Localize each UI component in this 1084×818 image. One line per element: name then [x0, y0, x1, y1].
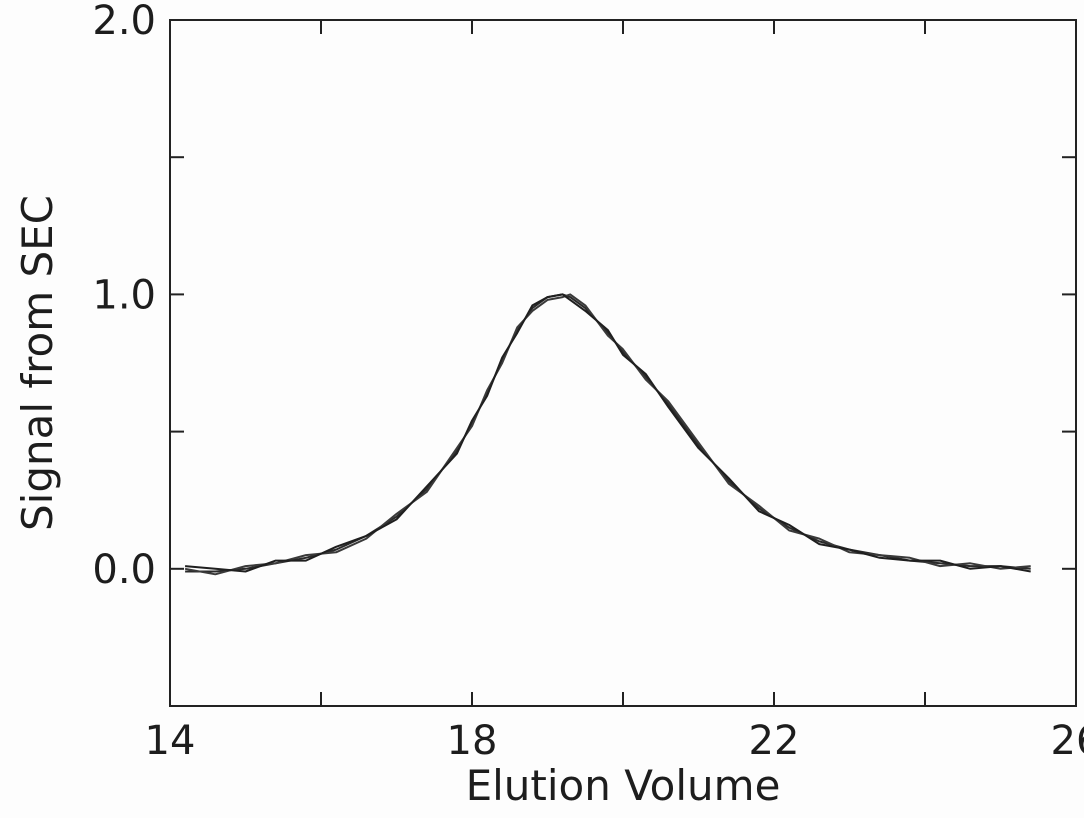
- series-layer: [184, 293, 1031, 576]
- tick-labels-layer: 14 18 22 26 0.0 1.0 2.0: [92, 0, 1084, 764]
- y-tick-label: 0.0: [92, 547, 156, 593]
- x-tick-label: 22: [749, 718, 800, 764]
- series-line-3: [185, 293, 1031, 573]
- x-axis-title: Elution Volume: [466, 761, 781, 810]
- x-tick-label: 26: [1051, 718, 1084, 764]
- y-tick-label: 2.0: [92, 0, 156, 44]
- x-tick-label: 14: [145, 718, 196, 764]
- y-tick-label: 1.0: [92, 272, 156, 318]
- x-tick-label: 18: [447, 718, 498, 764]
- y-axis-title: Signal from SEC: [13, 195, 62, 531]
- series-line-2: [184, 293, 1031, 576]
- plot-frame: [169, 19, 1077, 707]
- ticks-layer: [169, 19, 1077, 706]
